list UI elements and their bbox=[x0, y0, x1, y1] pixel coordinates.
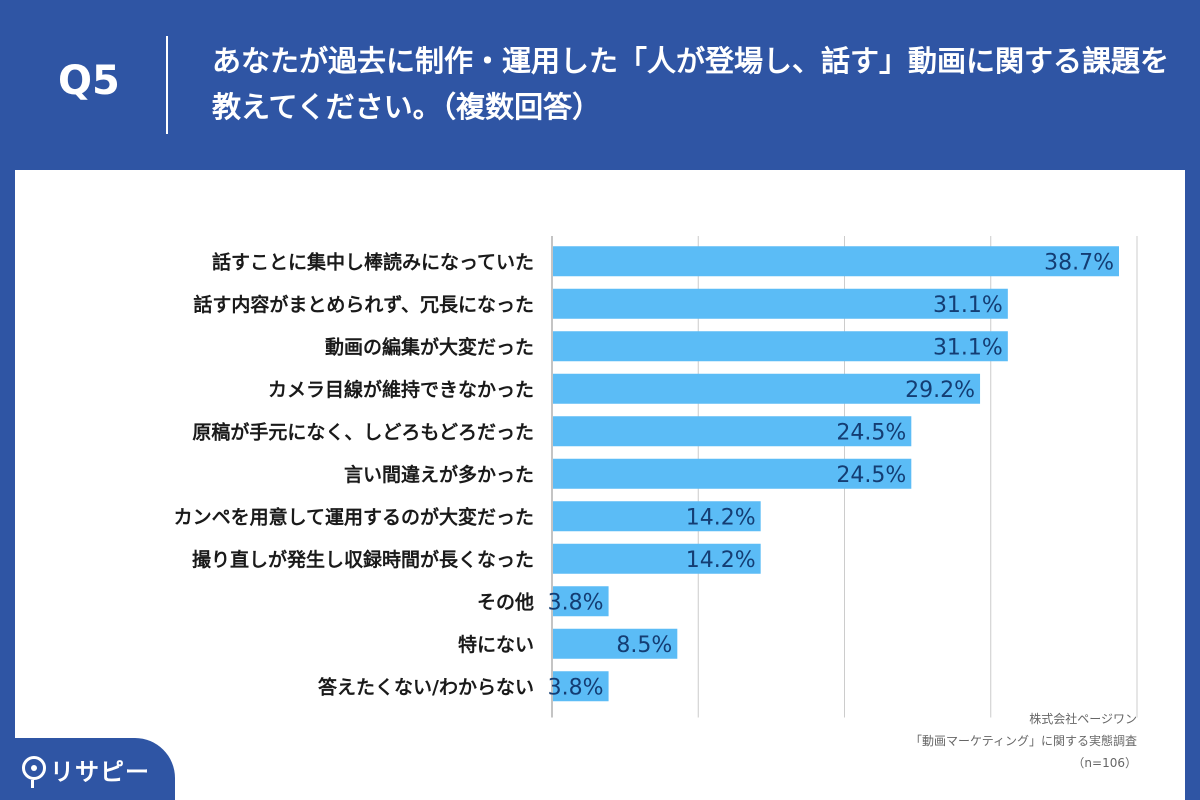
value-label: 14.2% bbox=[686, 505, 756, 530]
source-company: 株式会社ページワン bbox=[1029, 712, 1137, 726]
bar bbox=[553, 416, 912, 447]
bar bbox=[553, 501, 761, 532]
value-label: 3.8% bbox=[548, 590, 604, 615]
value-label: 8.5% bbox=[616, 633, 672, 658]
bar bbox=[553, 671, 609, 702]
category-label: その他 bbox=[477, 590, 534, 613]
value-label: 29.2% bbox=[905, 378, 975, 403]
value-label: 14.2% bbox=[686, 548, 756, 573]
header: Q5 あなたが過去に制作・運用した「人が登場し、話す」動画に関する課題を教えてく… bbox=[0, 0, 1200, 170]
pin-icon bbox=[22, 756, 46, 780]
category-label: 答えたくない/わからない bbox=[318, 675, 534, 698]
bar bbox=[553, 331, 1008, 362]
bar bbox=[553, 628, 678, 659]
category-label: 話す内容がまとめられず、冗長になった bbox=[193, 293, 534, 316]
value-label: 31.1% bbox=[933, 335, 1003, 360]
source-note: 株式会社ページワン 「動画マーケティング」に関する実態調査 （n=106） bbox=[910, 708, 1137, 774]
bar bbox=[553, 246, 1119, 277]
category-label: 原稿が手元になく、しどろもどろだった bbox=[192, 420, 534, 443]
logo-text: リサピー bbox=[50, 758, 150, 786]
chart-panel: 話すことに集中し棒読みになっていた 38.7% 話す内容がまとめられず、冗長になった… bbox=[15, 170, 1185, 800]
source-survey: 「動画マーケティング」に関する実態調査 bbox=[909, 734, 1137, 748]
bar bbox=[553, 543, 761, 574]
category-label: 撮り直しが発生し収録時間が長くなった bbox=[192, 548, 534, 571]
bar bbox=[553, 458, 912, 489]
bar bbox=[553, 586, 609, 617]
question-title: あなたが過去に制作・運用した「人が登場し、話す」動画に関する課題を教えてください… bbox=[212, 44, 1170, 124]
value-label: 24.5% bbox=[836, 420, 906, 445]
source-sample-size: （n=106） bbox=[1072, 756, 1137, 770]
value-label: 24.5% bbox=[836, 463, 906, 488]
category-label: 動画の編集が大変だった bbox=[325, 335, 534, 358]
value-label: 38.7% bbox=[1044, 250, 1114, 275]
category-label: カンペを用意して運用するのが大変だった bbox=[174, 505, 534, 528]
category-label: カメラ目線が維持できなかった bbox=[268, 378, 534, 401]
category-label: 言い間違えが多かった bbox=[344, 463, 534, 486]
bar bbox=[553, 373, 981, 404]
value-label: 31.1% bbox=[933, 293, 1003, 318]
header-divider bbox=[166, 36, 168, 134]
category-label: 話すことに集中し棒読みになっていた bbox=[212, 250, 534, 273]
category-label: 特にない bbox=[458, 634, 534, 656]
logo: リサピー bbox=[0, 738, 175, 800]
value-label: 3.8% bbox=[548, 675, 604, 700]
bar-chart: 話すことに集中し棒読みになっていた 38.7% 話す内容がまとめられず、冗長になった… bbox=[174, 236, 1138, 718]
pin-icon-stem bbox=[31, 780, 34, 788]
question-number: Q5 bbox=[58, 58, 120, 104]
bar bbox=[553, 288, 1008, 319]
